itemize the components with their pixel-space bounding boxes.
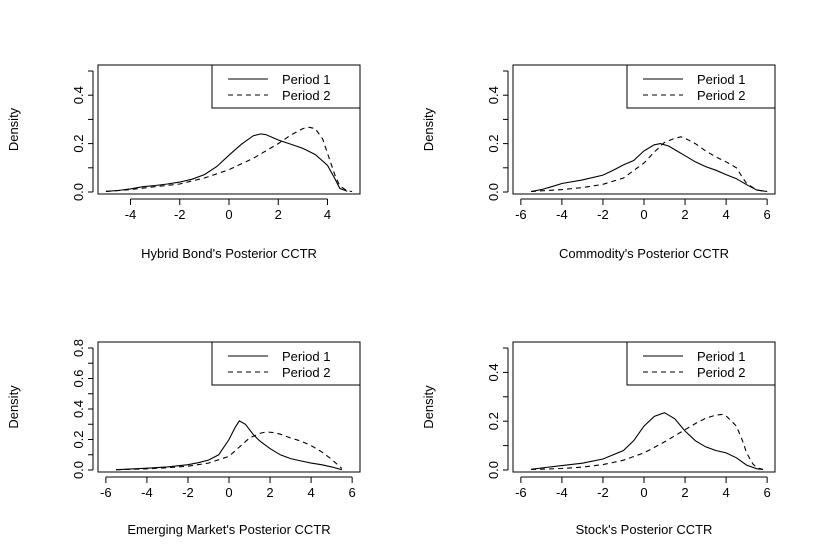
x-tick-label: 6 xyxy=(764,207,771,222)
x-tick-label: 4 xyxy=(307,485,314,500)
legend-box xyxy=(211,341,361,386)
x-tick-label: 2 xyxy=(681,207,688,222)
x-tick-label: -4 xyxy=(125,207,137,222)
x-axis-label: Commodity's Posterior CCTR xyxy=(559,246,729,261)
series-line-period-2 xyxy=(116,431,343,471)
y-axis-label: Density xyxy=(421,385,436,429)
y-tick-label: 0.4 xyxy=(486,86,501,104)
y-tick-label: 0.0 xyxy=(486,183,501,201)
legend-label: Period 2 xyxy=(282,88,330,103)
legend-label: Period 2 xyxy=(282,365,330,380)
x-tick-label: 6 xyxy=(764,485,771,500)
x-tick-label: 2 xyxy=(681,485,688,500)
x-tick-label: -6 xyxy=(515,485,527,500)
x-tick-label: -6 xyxy=(100,485,112,500)
x-axis-label: Hybrid Bond's Posterior CCTR xyxy=(141,246,317,261)
x-tick-label: 2 xyxy=(266,485,273,500)
series-line-period-2 xyxy=(105,126,353,193)
y-tick-label: 0.2 xyxy=(486,412,501,430)
x-axis-label: Stock's Posterior CCTR xyxy=(576,522,713,537)
chart-panel-4: -6 -4 -2 0 2 4 6 0.0 0.2 0.4 Stock's Posterior CCT… xyxy=(421,341,776,537)
y-axis-label: Density xyxy=(6,385,21,429)
legend-label: Period 1 xyxy=(282,349,330,364)
y-tick-label: 0.2 xyxy=(71,430,86,448)
series-line-period-2 xyxy=(531,413,764,471)
y-tick-label: 0.4 xyxy=(486,363,501,381)
series-line-period-1 xyxy=(531,143,768,193)
series-line-period-1 xyxy=(116,420,343,471)
y-tick-label: 0.6 xyxy=(71,369,86,387)
x-tick-label: 2 xyxy=(275,207,282,222)
x-tick-label: 0 xyxy=(640,485,647,500)
y-tick-label: 0.8 xyxy=(71,339,86,357)
legend-label: Period 1 xyxy=(697,349,745,364)
y-axis-label: Density xyxy=(421,107,436,151)
x-tick-label: 4 xyxy=(722,485,729,500)
x-tick-label: -2 xyxy=(597,207,609,222)
legend-label: Period 2 xyxy=(697,365,745,380)
y-tick-label: 0.4 xyxy=(71,86,86,104)
y-tick-label: 0.0 xyxy=(71,183,86,201)
legend-box xyxy=(626,341,776,386)
y-tick-label: 0.0 xyxy=(71,461,86,479)
chart-panel-1: -4 -2 0 2 4 0.0 0.2 0.4 Hybrid Bond's Posterior … xyxy=(6,64,361,261)
y-tick-label: 0.2 xyxy=(486,135,501,153)
x-tick-label: 4 xyxy=(324,207,331,222)
x-tick-label: -2 xyxy=(597,485,609,500)
y-tick-label: 0.0 xyxy=(486,461,501,479)
x-tick-label: -2 xyxy=(174,207,186,222)
legend-box xyxy=(626,64,776,109)
legend-label: Period 1 xyxy=(282,72,330,87)
chart-panel-2: -6 -4 -2 0 2 4 6 0.0 0.2 0.4 Commodity's Posterior… xyxy=(421,64,776,261)
x-tick-label: 0 xyxy=(225,207,232,222)
y-tick-label: 0.4 xyxy=(71,400,86,418)
y-axis-label: Density xyxy=(6,107,21,151)
x-tick-label: -4 xyxy=(556,207,568,222)
x-tick-label: -6 xyxy=(515,207,527,222)
x-tick-label: -2 xyxy=(182,485,194,500)
x-tick-label: 4 xyxy=(722,207,729,222)
legend-label: Period 2 xyxy=(697,88,745,103)
legend-box xyxy=(211,64,361,109)
series-line-period-1 xyxy=(105,133,348,192)
x-tick-label: 0 xyxy=(640,207,647,222)
series-line-period-1 xyxy=(531,412,764,471)
x-tick-label: -4 xyxy=(141,485,153,500)
chart-panel-3: -6 -4 -2 0 2 4 6 0.0 0.2 0.4 0.6 0.8 Emerging Market… xyxy=(6,339,361,537)
x-tick-label: 0 xyxy=(225,485,232,500)
x-tick-label: 6 xyxy=(349,485,356,500)
series-line-period-2 xyxy=(531,136,768,193)
y-tick-label: 0.2 xyxy=(71,135,86,153)
x-tick-label: -4 xyxy=(556,485,568,500)
x-axis-label: Emerging Market's Posterior CCTR xyxy=(127,522,330,537)
legend-label: Period 1 xyxy=(697,72,745,87)
